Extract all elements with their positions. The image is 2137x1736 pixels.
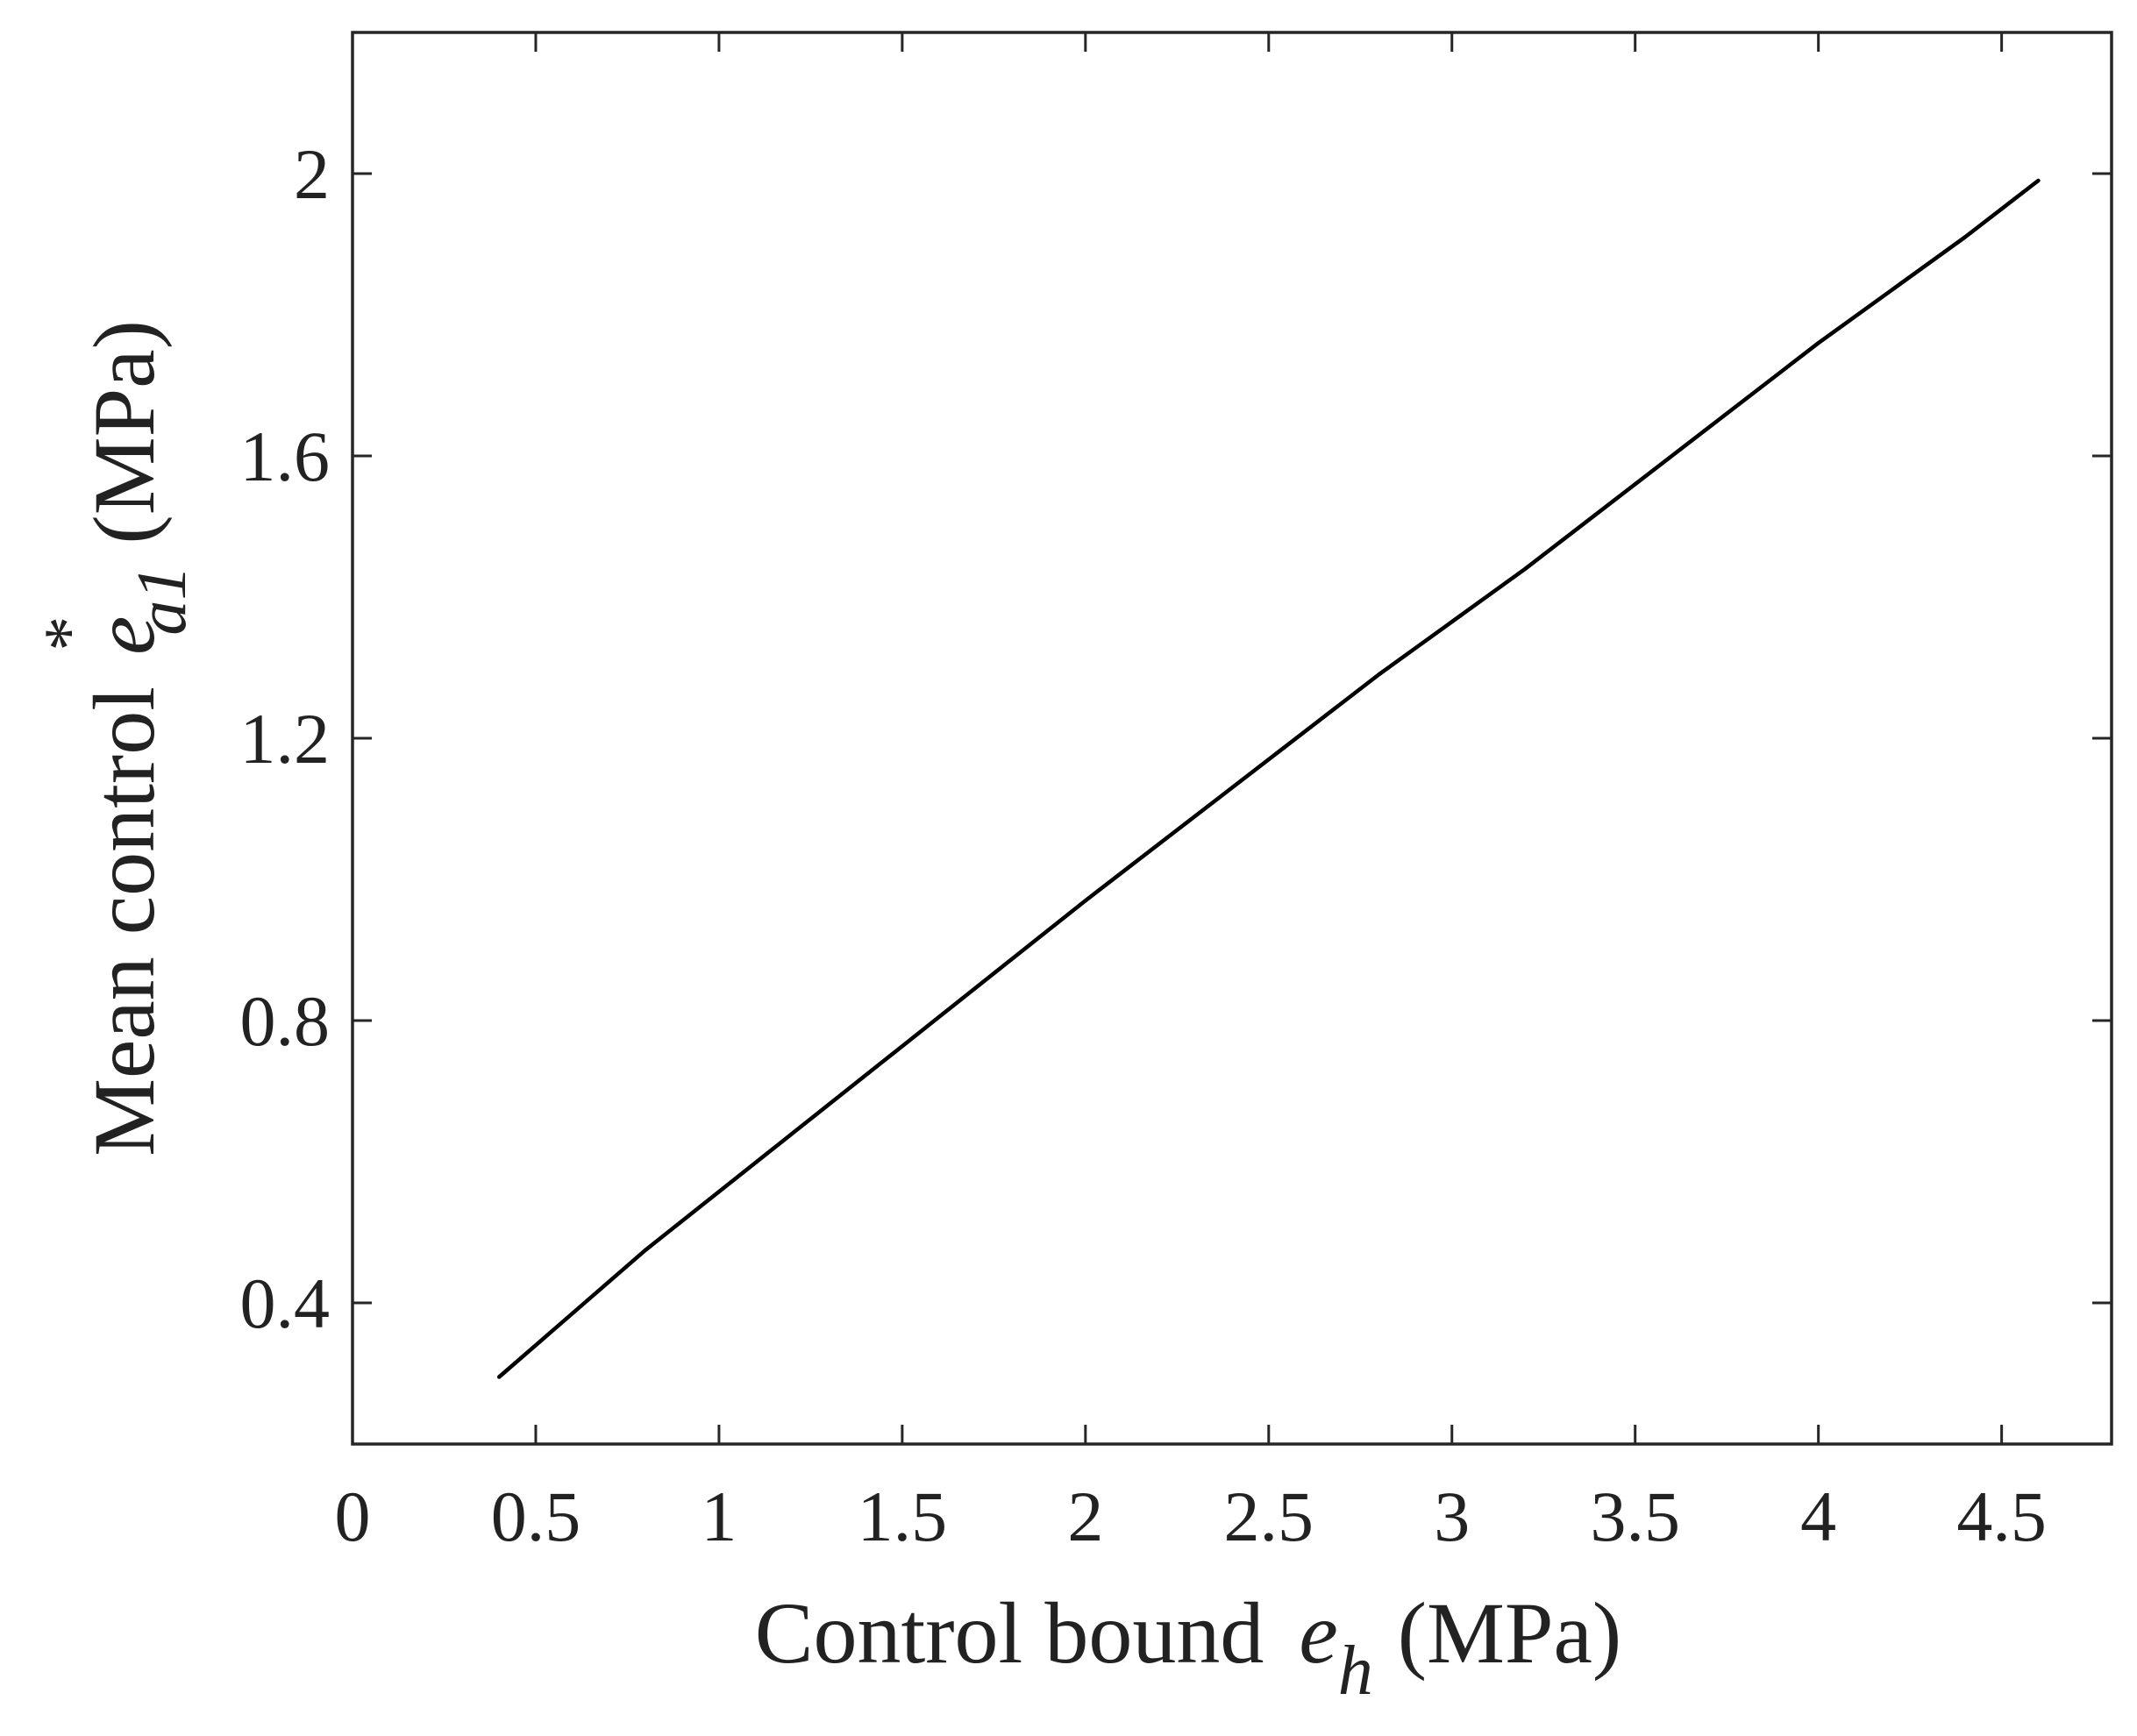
x-tick-label: 0.5 [491, 1476, 581, 1556]
x-axis-label: Control bound eh (MPa) [755, 1584, 1622, 1710]
x-axis-label-symbol: e [1299, 1584, 1337, 1682]
x-tick-label: 4 [1800, 1476, 1836, 1556]
x-tick-label: 1 [701, 1476, 737, 1556]
plot-frame [351, 31, 2113, 1446]
y-axis-label: Mean control e* a1 (MPa) [31, 320, 201, 1156]
x-tick-label: 2.5 [1224, 1476, 1314, 1556]
y-tick-label: 1.6 [240, 416, 331, 496]
tick-labels: 0 0.5 1 1.5 2 2.5 3 3.5 4 4.5 0.4 0.8 1.2 1.6 2 [240, 134, 2047, 1556]
y-axis-label-group: Mean control e* a1 (MPa) [31, 320, 201, 1156]
tick-marks [351, 32, 2112, 1444]
x-tick-label: 1.5 [858, 1476, 948, 1556]
y-axis-label-subscript: a1 [124, 566, 201, 636]
y-axis-label-prefix: Mean control [75, 687, 173, 1156]
x-axis-label-subscript: h [1338, 1633, 1373, 1710]
series-line [496, 178, 2041, 1379]
y-tick-label: 0.8 [240, 981, 331, 1061]
y-tick-label: 2 [294, 134, 330, 214]
y-axis-label-superscript: * [31, 616, 108, 651]
x-axis-label-unit: (MPa) [1398, 1584, 1622, 1682]
y-axis-label-symbol: e [75, 616, 173, 655]
x-axis-label-prefix: Control bound [755, 1584, 1264, 1682]
x-tick-label: 2 [1067, 1476, 1103, 1556]
y-axis-label-unit: (MPa) [75, 320, 173, 544]
x-tick-label: 3 [1434, 1476, 1470, 1556]
x-tick-label: 3.5 [1590, 1476, 1680, 1556]
y-tick-label: 0.4 [240, 1263, 331, 1343]
x-tick-label: 4.5 [1956, 1476, 2047, 1556]
x-tick-label: 0 [335, 1476, 371, 1556]
y-tick-label: 1.2 [240, 699, 331, 779]
